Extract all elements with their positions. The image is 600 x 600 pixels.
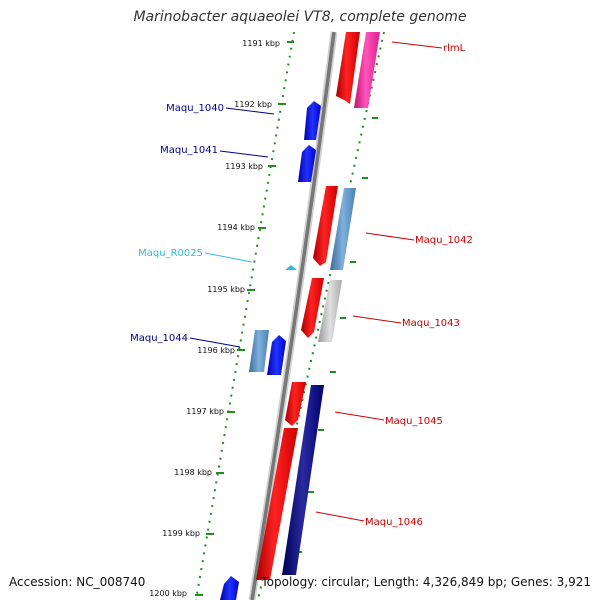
tick-label: 1200 kbp: [149, 589, 187, 598]
tick-label: 1192 kbp: [234, 100, 272, 109]
inner-dotted-ring: [195, 31, 295, 600]
gene-maqu-1040-arrow[interactable]: [304, 101, 321, 140]
gene-label-rlml[interactable]: rlmL: [443, 43, 466, 54]
gene-rlml-red[interactable]: [336, 32, 360, 104]
genome-backbone-core: [250, 31, 336, 600]
gene-label-maqu-1043[interactable]: Maqu_1043: [402, 318, 460, 329]
map-title: Marinobacter aquaeolei VT8, complete gen…: [133, 9, 467, 25]
gene-maqu-1042-steelblue[interactable]: [330, 188, 356, 270]
tick-label: 1191 kbp: [242, 39, 280, 48]
tick-label: 1198 kbp: [174, 468, 212, 477]
label-leader-lines: [189, 41, 443, 522]
accession-text: Accession: NC_008740: [9, 575, 146, 589]
gene-maqu-1047-arrow[interactable]: [220, 576, 239, 600]
kbp-tick-marks: [195, 41, 378, 596]
gene-maqu-1042-red[interactable]: [313, 186, 338, 266]
gene-maqu-1045-red[interactable]: [285, 382, 306, 426]
gene-maqu-1046-red[interactable]: [256, 428, 298, 580]
gene-label-maqu-1044[interactable]: Maqu_1044: [130, 333, 188, 344]
tick-label: 1197 kbp: [186, 407, 224, 416]
tick-label: 1196 kbp: [197, 346, 235, 355]
gene-maqu-1043-grey[interactable]: [318, 280, 342, 342]
tick-label: 1193 kbp: [225, 162, 263, 171]
gene-rlml-magenta[interactable]: [354, 32, 380, 108]
gene-label-maqu-r0025[interactable]: Maqu_R0025: [138, 248, 203, 259]
rna-maqu-r0025-marker[interactable]: [285, 265, 297, 270]
gene-label-maqu-1041[interactable]: Maqu_1041: [160, 145, 218, 156]
genome-summary-text: Topology: circular; Length: 4,326,849 bp…: [261, 575, 591, 589]
gene-label-maqu-1040[interactable]: Maqu_1040: [166, 103, 224, 114]
gene-maqu-1041-arrow[interactable]: [298, 145, 316, 182]
tick-label: 1194 kbp: [217, 223, 255, 232]
gene-label-maqu-1046[interactable]: Maqu_1046: [365, 517, 423, 528]
gene-maqu-1044-steelblue[interactable]: [249, 330, 269, 372]
gene-maqu-1045-navy[interactable]: [282, 385, 324, 575]
gene-label-maqu-1045[interactable]: Maqu_1045: [385, 416, 443, 427]
outer-dotted-ring: [257, 31, 385, 600]
kbp-tick-labels: 1191 kbp 1192 kbp 1193 kbp 1194 kbp 1195…: [149, 39, 280, 598]
tick-label: 1195 kbp: [207, 285, 245, 294]
tick-label: 1199 kbp: [162, 529, 200, 538]
gene-maqu-1043-red[interactable]: [301, 278, 324, 338]
gene-label-maqu-1042[interactable]: Maqu_1042: [415, 235, 473, 246]
gene-maqu-1044-arrow[interactable]: [267, 335, 286, 375]
